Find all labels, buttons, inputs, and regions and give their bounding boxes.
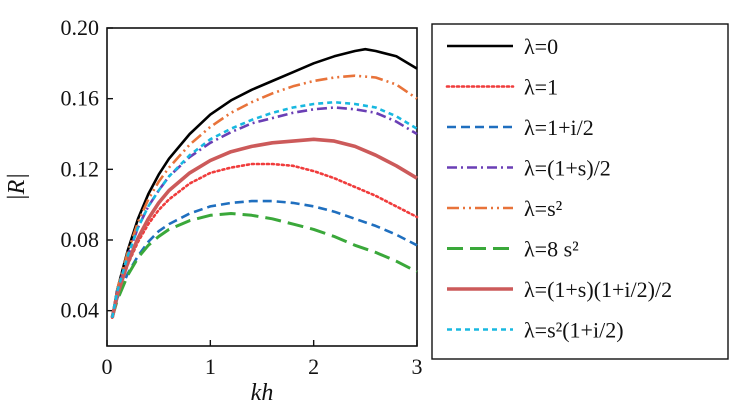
- y-tick-label: 0.04: [61, 298, 100, 323]
- legend-label: λ=s²(1+i/2): [524, 318, 624, 343]
- plot-series: [110, 47, 419, 320]
- axis-labels: kh |R|: [4, 173, 273, 406]
- series-line: [110, 100, 418, 318]
- legend-label: λ=0: [524, 34, 558, 59]
- legend-frame: [431, 23, 729, 360]
- series-line: [110, 162, 419, 320]
- series-line: [110, 74, 418, 318]
- plot-frame: [106, 27, 418, 347]
- tick-marks: 0 1 2 3 0.04 0.08 0.12 0.16 0.20: [61, 15, 423, 379]
- y-tick-label: 0.12: [61, 156, 100, 181]
- legend-label: λ=s²: [524, 196, 563, 221]
- x-tick-label: 0: [102, 354, 113, 379]
- legend-label: λ=(1+s)(1+i/2)/2: [524, 277, 672, 302]
- x-tick-label: 1: [205, 354, 216, 379]
- series-line: [110, 199, 418, 319]
- series-line: [110, 137, 418, 319]
- y-tick-label: 0.16: [61, 86, 100, 111]
- y-tick-label: 0.08: [61, 227, 100, 252]
- x-tick-label: 3: [412, 354, 423, 379]
- y-tick-label: 0.20: [61, 15, 100, 40]
- legend-label: λ=(1+s)/2: [524, 156, 611, 181]
- x-axis-label: kh: [251, 380, 274, 406]
- legend-label: λ=1+i/2: [524, 115, 594, 140]
- axes: [106, 27, 418, 347]
- x-tick-label: 2: [308, 354, 319, 379]
- legend: λ=0 λ=1 λ=1+i/2 λ=(1+s)/2 λ=s² λ=8 s² λ=(1+s)(…: [431, 23, 729, 360]
- series-line: [110, 47, 418, 318]
- legend-label: λ=8 s²: [524, 237, 579, 262]
- series-line: [110, 212, 418, 319]
- y-axis-label: |R|: [4, 173, 30, 201]
- legend-label: λ=1: [524, 75, 558, 100]
